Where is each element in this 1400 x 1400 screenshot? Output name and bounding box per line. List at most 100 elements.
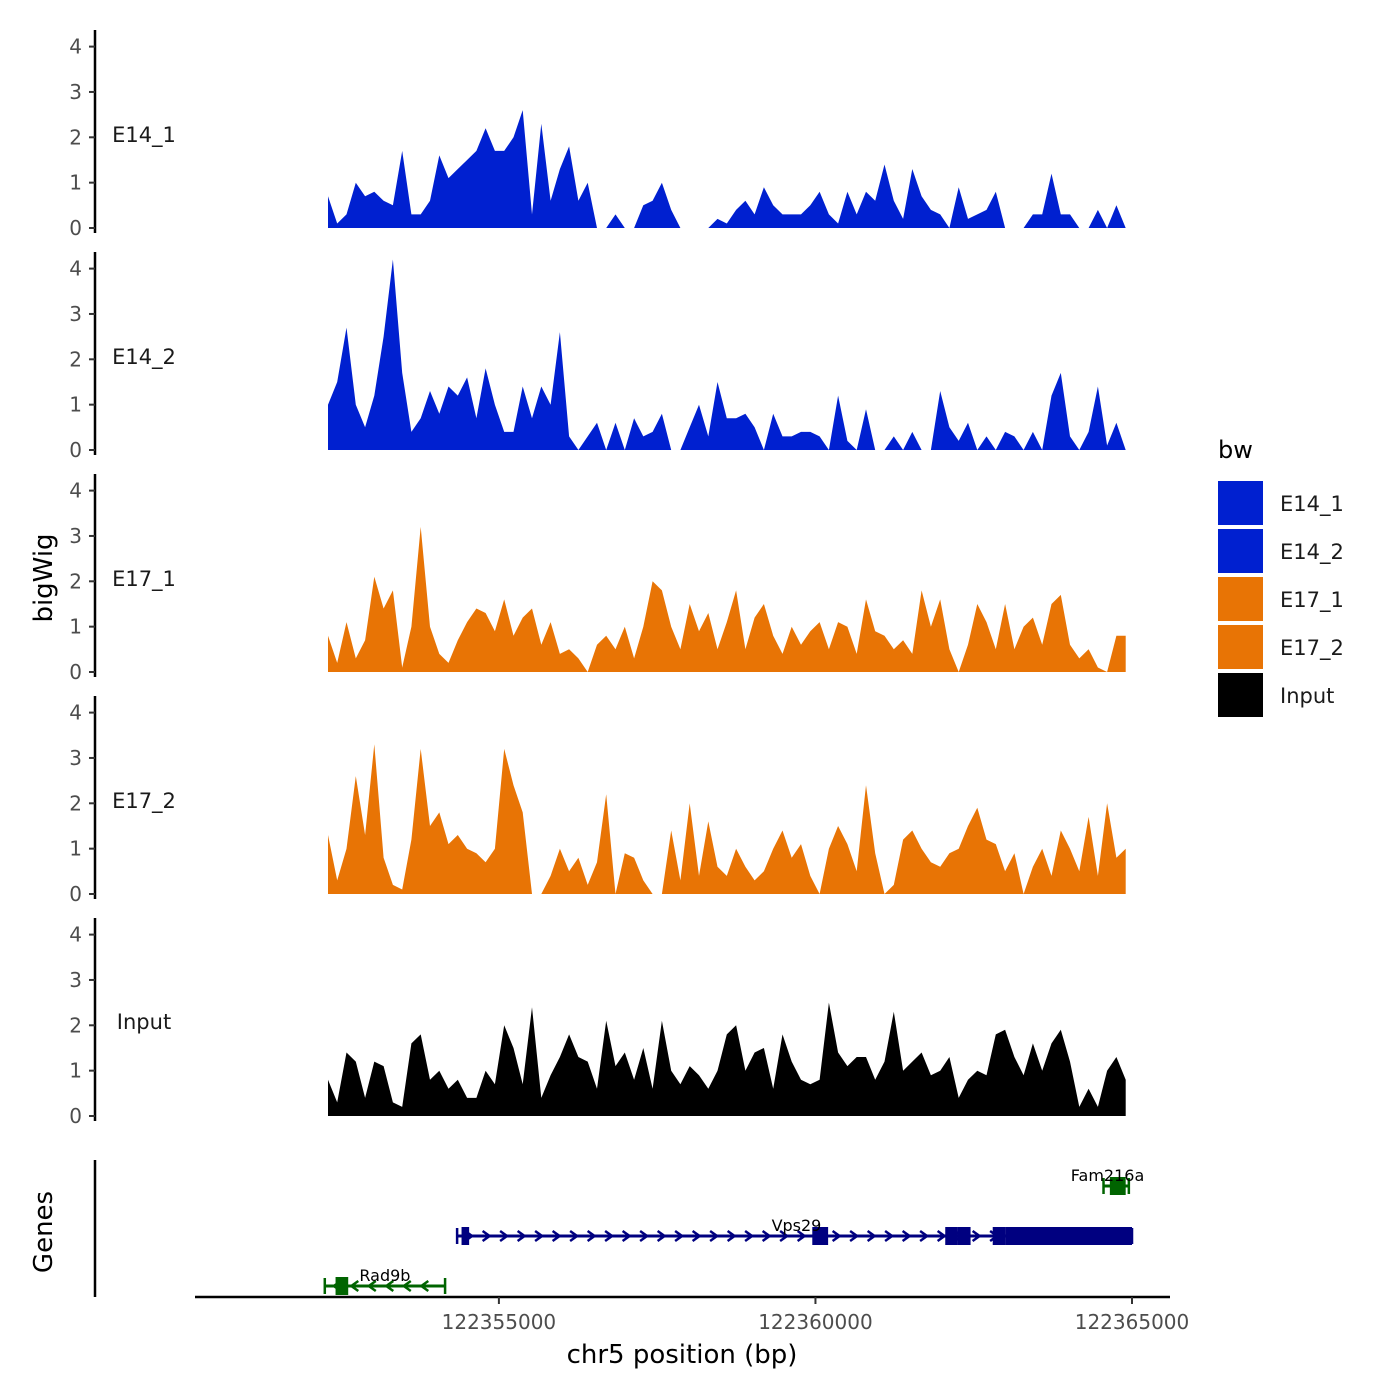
- gene-label: Fam216a: [1071, 1166, 1144, 1185]
- strand-chevron: [586, 1229, 597, 1243]
- genes-axis-title: Genes: [29, 1191, 59, 1273]
- legend-key-e17_2: [1218, 625, 1263, 669]
- legend-label: E14_2: [1280, 540, 1344, 565]
- gene-fam216a: Fam216a: [1071, 1166, 1144, 1195]
- track-label-e14_2: E14_2: [112, 345, 176, 370]
- x-axis: 122355000 122360000 122365000: [195, 1295, 1190, 1334]
- strand-chevron: [674, 1229, 685, 1243]
- x-axis-title: chr5 position (bp): [567, 1340, 798, 1370]
- legend-key-e14_2: [1218, 529, 1263, 573]
- y-tick-label: 4: [69, 479, 82, 503]
- y-tick-label: 1: [69, 393, 82, 417]
- y-tick-label: 3: [69, 302, 82, 326]
- legend-label: E14_1: [1280, 492, 1344, 517]
- y-axis-title: bigWig: [29, 533, 59, 622]
- legend-key-input: [1218, 673, 1263, 717]
- x-tick-label: 122355000: [442, 1310, 557, 1334]
- strand-chevron: [499, 1229, 510, 1243]
- y-tick-label: 3: [69, 524, 82, 548]
- y-tick-label: 0: [69, 216, 82, 240]
- strand-chevron: [419, 1279, 430, 1293]
- strand-chevron: [604, 1229, 615, 1243]
- area-e17_2: [328, 744, 1126, 894]
- y-tick-label: 2: [69, 1013, 82, 1037]
- gene-exon: [335, 1277, 349, 1295]
- gene-exon: [957, 1227, 971, 1245]
- y-tick-label: 3: [69, 746, 82, 770]
- legend: bw E14_1 E14_2 E17_1 E17_2 Input: [1218, 436, 1344, 717]
- gene-rad9b: Rad9b: [323, 1266, 447, 1295]
- track-label-input: Input: [117, 1010, 171, 1034]
- y-tick-label: 4: [69, 701, 82, 725]
- strand-chevron: [726, 1229, 737, 1243]
- strand-chevron: [639, 1229, 650, 1243]
- area-e17_1: [328, 526, 1126, 672]
- strand-chevron: [366, 1279, 377, 1293]
- strand-chevron: [534, 1229, 545, 1243]
- y-tick-label: 1: [69, 171, 82, 195]
- strand-chevron: [656, 1229, 667, 1243]
- strand-chevron: [744, 1229, 755, 1243]
- y-tick-label: 0: [69, 660, 82, 684]
- strand-chevron: [551, 1229, 562, 1243]
- strand-chevron: [516, 1229, 527, 1243]
- strand-chevron: [779, 1229, 790, 1243]
- y-tick-label: 0: [69, 438, 82, 462]
- area-input: [328, 1002, 1126, 1116]
- track-label-e14_1: E14_1: [112, 123, 176, 148]
- strand-chevron: [481, 1229, 492, 1243]
- y-tick-label: 2: [69, 569, 82, 593]
- strand-chevron: [936, 1229, 947, 1243]
- strand-chevron: [884, 1229, 895, 1243]
- strand-chevron: [691, 1229, 702, 1243]
- legend-label: E17_2: [1280, 636, 1344, 661]
- strand-chevron: [569, 1229, 580, 1243]
- track-e14_1: 0 1 2 3 4 E14_1: [69, 30, 1126, 240]
- track-e17_2: 0 1 2 3 4 E17_2: [69, 696, 1126, 906]
- strand-chevron: [709, 1229, 720, 1243]
- signal-tracks: 0 1 2 3 4 E14_1 0 1 2 3 4 E14_2 0 1 2 3 4 E17_1 0 1 2 3 4 E17_2…: [69, 30, 1126, 1128]
- strand-chevron: [796, 1229, 807, 1243]
- strand-chevron: [831, 1229, 842, 1243]
- y-tick-label: 1: [69, 837, 82, 861]
- strand-chevron: [621, 1229, 632, 1243]
- strand-chevron: [919, 1229, 930, 1243]
- track-label-e17_2: E17_2: [112, 789, 176, 814]
- y-tick-label: 3: [69, 80, 82, 104]
- strand-chevron: [384, 1279, 395, 1293]
- gene-label: Vps29: [772, 1216, 822, 1235]
- y-tick-label: 2: [69, 125, 82, 149]
- strand-chevron: [849, 1229, 860, 1243]
- y-tick-label: 2: [69, 791, 82, 815]
- legend-label: E17_1: [1280, 588, 1344, 613]
- y-tick-label: 0: [69, 1104, 82, 1128]
- gene-vps29: Vps29: [455, 1216, 1134, 1245]
- strand-chevron: [971, 1229, 982, 1243]
- y-tick-label: 4: [69, 923, 82, 947]
- area-e14_1: [328, 110, 1126, 228]
- track-input: 0 1 2 3 4 Input: [69, 918, 1126, 1128]
- area-e14_2: [328, 259, 1126, 450]
- strand-chevron: [761, 1229, 772, 1243]
- track-e14_2: 0 1 2 3 4 E14_2: [69, 252, 1126, 462]
- y-tick-label: 2: [69, 347, 82, 371]
- y-tick-label: 4: [69, 257, 82, 281]
- gene-panel: Fam216a Vps29 Rad9b: [93, 1160, 1144, 1297]
- legend-key-e14_1: [1218, 481, 1263, 525]
- y-tick-label: 0: [69, 882, 82, 906]
- y-tick-label: 1: [69, 1059, 82, 1083]
- gene-exon: [461, 1227, 470, 1245]
- strand-chevron: [401, 1279, 412, 1293]
- x-tick-label: 122360000: [758, 1310, 873, 1334]
- legend-title: bw: [1218, 436, 1253, 464]
- strand-chevron: [901, 1229, 912, 1243]
- gene-label: Rad9b: [359, 1266, 410, 1285]
- gene-exon: [1005, 1227, 1133, 1245]
- y-tick-label: 4: [69, 35, 82, 59]
- legend-label: Input: [1280, 684, 1334, 708]
- y-tick-label: 3: [69, 968, 82, 992]
- gene-exon: [1109, 1177, 1126, 1195]
- x-tick-label: 122365000: [1075, 1310, 1190, 1334]
- track-e17_1: 0 1 2 3 4 E17_1: [69, 474, 1126, 684]
- strand-chevron: [866, 1229, 877, 1243]
